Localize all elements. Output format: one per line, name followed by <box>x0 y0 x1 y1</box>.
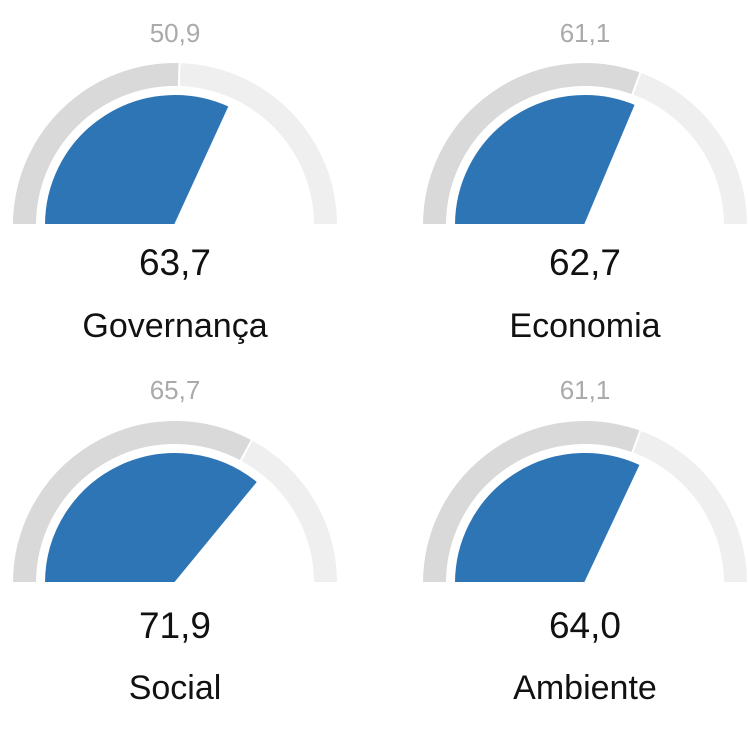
reference-label: 65,7 <box>150 375 201 405</box>
reference-label: 61,1 <box>560 375 611 405</box>
reference-label: 50,9 <box>150 18 201 48</box>
value-label: 71,9 <box>139 605 211 646</box>
remainder-arc <box>630 70 748 226</box>
value-label: 64,0 <box>549 605 621 646</box>
gauge-title: Economia <box>509 307 660 345</box>
gauge-title: Ambiente <box>513 669 657 707</box>
remainder-arc <box>630 428 748 584</box>
reference-label: 61,1 <box>560 18 611 48</box>
value-sector <box>42 451 260 584</box>
value-sector <box>452 93 638 226</box>
value-sector <box>452 451 643 584</box>
remainder-arc <box>238 438 340 584</box>
remainder-arc <box>177 61 340 226</box>
value-label: 62,7 <box>549 242 621 283</box>
gauge-title: Social <box>129 669 222 707</box>
gauge-title: Governança <box>82 307 267 345</box>
value-label: 63,7 <box>139 242 211 283</box>
value-sector <box>42 93 231 226</box>
